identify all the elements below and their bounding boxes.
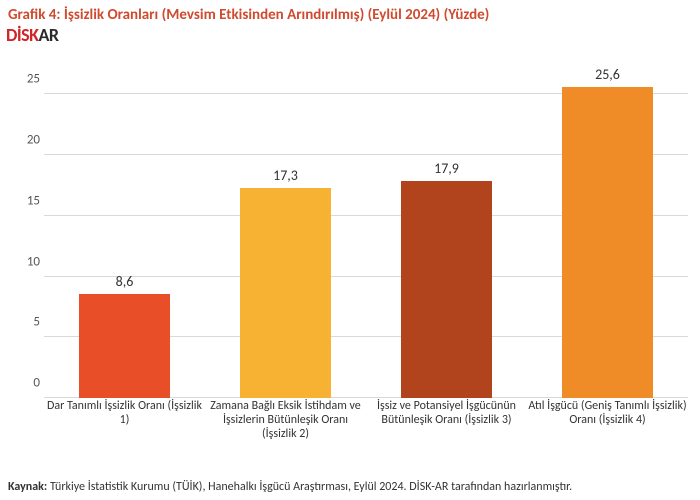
bar-fill bbox=[79, 294, 169, 398]
y-tick-label: 15 bbox=[16, 193, 40, 208]
bar-value-label: 17,9 bbox=[401, 160, 491, 177]
x-labels-container: Dar Tanımlı İşsizlik Oranı (İşsizlik 1)Z… bbox=[44, 400, 688, 440]
x-category-label: İşsiz ve Potansiyel İşgücünün Bütünleşik… bbox=[366, 400, 527, 428]
source-key: Kaynak: bbox=[8, 480, 50, 494]
bar-value-label: 8,6 bbox=[79, 273, 169, 290]
x-category-label: Zamana Bağlı Eksik İstihdam ve İşsizleri… bbox=[205, 400, 366, 441]
y-tick-label: 5 bbox=[16, 315, 40, 330]
y-tick-label: 25 bbox=[16, 72, 40, 87]
bar: 17,9 bbox=[401, 181, 491, 398]
source-line: Kaynak: Türkiye İstatistik Kurumu (TÜİK)… bbox=[8, 480, 692, 494]
chart-area: 05101520258,617,317,925,6 Dar Tanımlı İş… bbox=[44, 46, 688, 438]
y-tick-label: 10 bbox=[16, 254, 40, 269]
bar-value-label: 25,6 bbox=[562, 66, 652, 83]
x-category-label: Dar Tanımlı İşsizlik Oranı (İşsizlik 1) bbox=[44, 400, 205, 428]
y-tick-label: 20 bbox=[16, 133, 40, 148]
plot-region: 05101520258,617,317,925,6 bbox=[44, 64, 688, 398]
bar-value-label: 17,3 bbox=[240, 167, 330, 184]
bar: 17,3 bbox=[240, 188, 330, 398]
bar-fill bbox=[240, 188, 330, 398]
y-tick-label: 0 bbox=[16, 376, 40, 391]
x-category-label: Atıl İşgücü (Geniş Tanımlı İşsizlik) Ora… bbox=[527, 400, 688, 428]
logo-disk-text: DİSK bbox=[6, 24, 39, 46]
chart-title: Grafik 4: İşsizlik Oranları (Mevsim Etki… bbox=[0, 0, 700, 26]
bar-fill bbox=[562, 87, 652, 398]
bar: 8,6 bbox=[79, 294, 169, 398]
brand-logo: DİSKAR bbox=[6, 22, 59, 46]
source-text: Türkiye İstatistik Kurumu (TÜİK), Haneha… bbox=[50, 480, 572, 494]
bar: 25,6 bbox=[562, 87, 652, 398]
bar-fill bbox=[401, 181, 491, 398]
logo-ar-text: AR bbox=[39, 24, 59, 46]
